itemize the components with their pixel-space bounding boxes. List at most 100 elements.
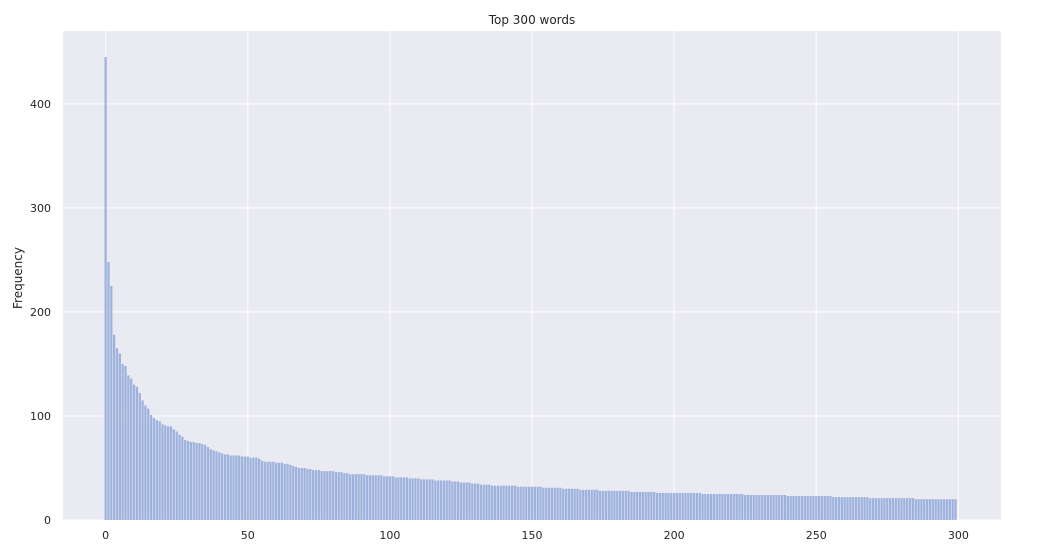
bar-274 bbox=[883, 498, 886, 520]
y-axis-label: Frequency bbox=[11, 247, 25, 309]
bar-62 bbox=[280, 462, 283, 520]
bar-14 bbox=[144, 405, 147, 520]
bar-19 bbox=[158, 421, 161, 520]
y-tick-label: 400 bbox=[30, 98, 51, 111]
bar-181 bbox=[618, 490, 622, 520]
bar-11 bbox=[135, 386, 139, 520]
bar-206 bbox=[690, 492, 693, 520]
bar-67 bbox=[294, 466, 298, 520]
bar-142 bbox=[508, 485, 511, 520]
bar-81 bbox=[334, 472, 338, 520]
bar-75 bbox=[317, 470, 320, 520]
bar-201 bbox=[675, 492, 679, 520]
bar-254 bbox=[826, 496, 829, 520]
bar-157 bbox=[550, 487, 554, 520]
bar-1 bbox=[107, 261, 110, 520]
bar-40 bbox=[218, 452, 221, 520]
bar-91 bbox=[363, 474, 366, 520]
bar-287 bbox=[920, 499, 923, 520]
bar-256 bbox=[832, 497, 835, 520]
bar-162 bbox=[564, 488, 568, 520]
bar-37 bbox=[209, 449, 212, 520]
x-tick-labels: 0 50 100 150 200 250 300 bbox=[102, 529, 969, 542]
bar-236 bbox=[775, 495, 778, 520]
bar-127 bbox=[465, 482, 468, 520]
y-tick-label: 200 bbox=[30, 306, 51, 319]
bar-199 bbox=[670, 492, 673, 520]
bar-147 bbox=[522, 486, 525, 520]
bar-164 bbox=[570, 488, 573, 520]
bar-238 bbox=[781, 495, 784, 520]
bar-241 bbox=[789, 496, 792, 520]
bar-114 bbox=[428, 479, 431, 520]
bar-166 bbox=[576, 488, 579, 520]
bar-20 bbox=[161, 424, 164, 520]
bar-125 bbox=[459, 482, 463, 520]
bar-219 bbox=[726, 493, 730, 520]
bar-197 bbox=[664, 492, 667, 520]
bar-56 bbox=[263, 461, 266, 520]
bar-173 bbox=[596, 489, 599, 520]
bar-51 bbox=[249, 457, 252, 520]
bar-218 bbox=[724, 493, 727, 520]
bar-161 bbox=[562, 488, 565, 520]
bar-138 bbox=[496, 485, 500, 520]
bar-30 bbox=[189, 441, 193, 520]
bar-34 bbox=[201, 444, 204, 520]
bar-28 bbox=[184, 439, 187, 520]
bar-232 bbox=[763, 495, 767, 520]
bars bbox=[104, 57, 957, 520]
bar-66 bbox=[292, 465, 295, 520]
bar-289 bbox=[925, 499, 929, 520]
bar-198 bbox=[667, 492, 670, 520]
bar-32 bbox=[195, 443, 198, 520]
bar-202 bbox=[678, 492, 681, 520]
bar-84 bbox=[343, 473, 346, 520]
bar-183 bbox=[624, 490, 627, 520]
bar-170 bbox=[587, 489, 590, 520]
x-tick-label: 150 bbox=[522, 529, 543, 542]
bar-144 bbox=[513, 485, 517, 520]
bar-180 bbox=[616, 490, 619, 520]
bar-216 bbox=[718, 493, 721, 520]
bar-268 bbox=[866, 497, 869, 520]
bar-169 bbox=[584, 489, 588, 520]
bar-185 bbox=[630, 491, 633, 520]
bar-35 bbox=[203, 445, 207, 520]
bar-36 bbox=[206, 447, 210, 520]
bar-151 bbox=[533, 486, 536, 520]
bar-263 bbox=[852, 497, 855, 520]
bar-68 bbox=[297, 467, 301, 520]
bar-269 bbox=[869, 498, 872, 520]
bar-126 bbox=[462, 482, 465, 520]
bar-5 bbox=[118, 353, 121, 520]
bar-117 bbox=[437, 480, 440, 520]
bar-233 bbox=[766, 495, 770, 520]
bar-262 bbox=[849, 497, 852, 520]
bar-182 bbox=[621, 490, 625, 520]
bar-119 bbox=[442, 480, 446, 520]
bar-82 bbox=[337, 472, 340, 520]
bar-235 bbox=[772, 495, 775, 520]
bar-223 bbox=[738, 493, 741, 520]
bar-224 bbox=[741, 493, 744, 520]
bar-277 bbox=[891, 498, 895, 520]
bar-87 bbox=[351, 474, 355, 520]
bar-294 bbox=[940, 499, 943, 520]
bar-94 bbox=[371, 475, 374, 520]
bar-107 bbox=[408, 478, 411, 520]
x-tick-label: 100 bbox=[379, 529, 400, 542]
bar-112 bbox=[422, 479, 426, 520]
y-tick-label: 300 bbox=[30, 202, 51, 215]
bar-85 bbox=[346, 473, 349, 520]
bar-86 bbox=[348, 474, 352, 520]
bar-186 bbox=[633, 491, 636, 520]
bar-158 bbox=[553, 487, 556, 520]
bar-255 bbox=[829, 496, 832, 520]
bar-4 bbox=[115, 348, 119, 520]
bar-139 bbox=[499, 485, 502, 520]
bar-284 bbox=[911, 498, 915, 520]
bar-283 bbox=[908, 498, 912, 520]
